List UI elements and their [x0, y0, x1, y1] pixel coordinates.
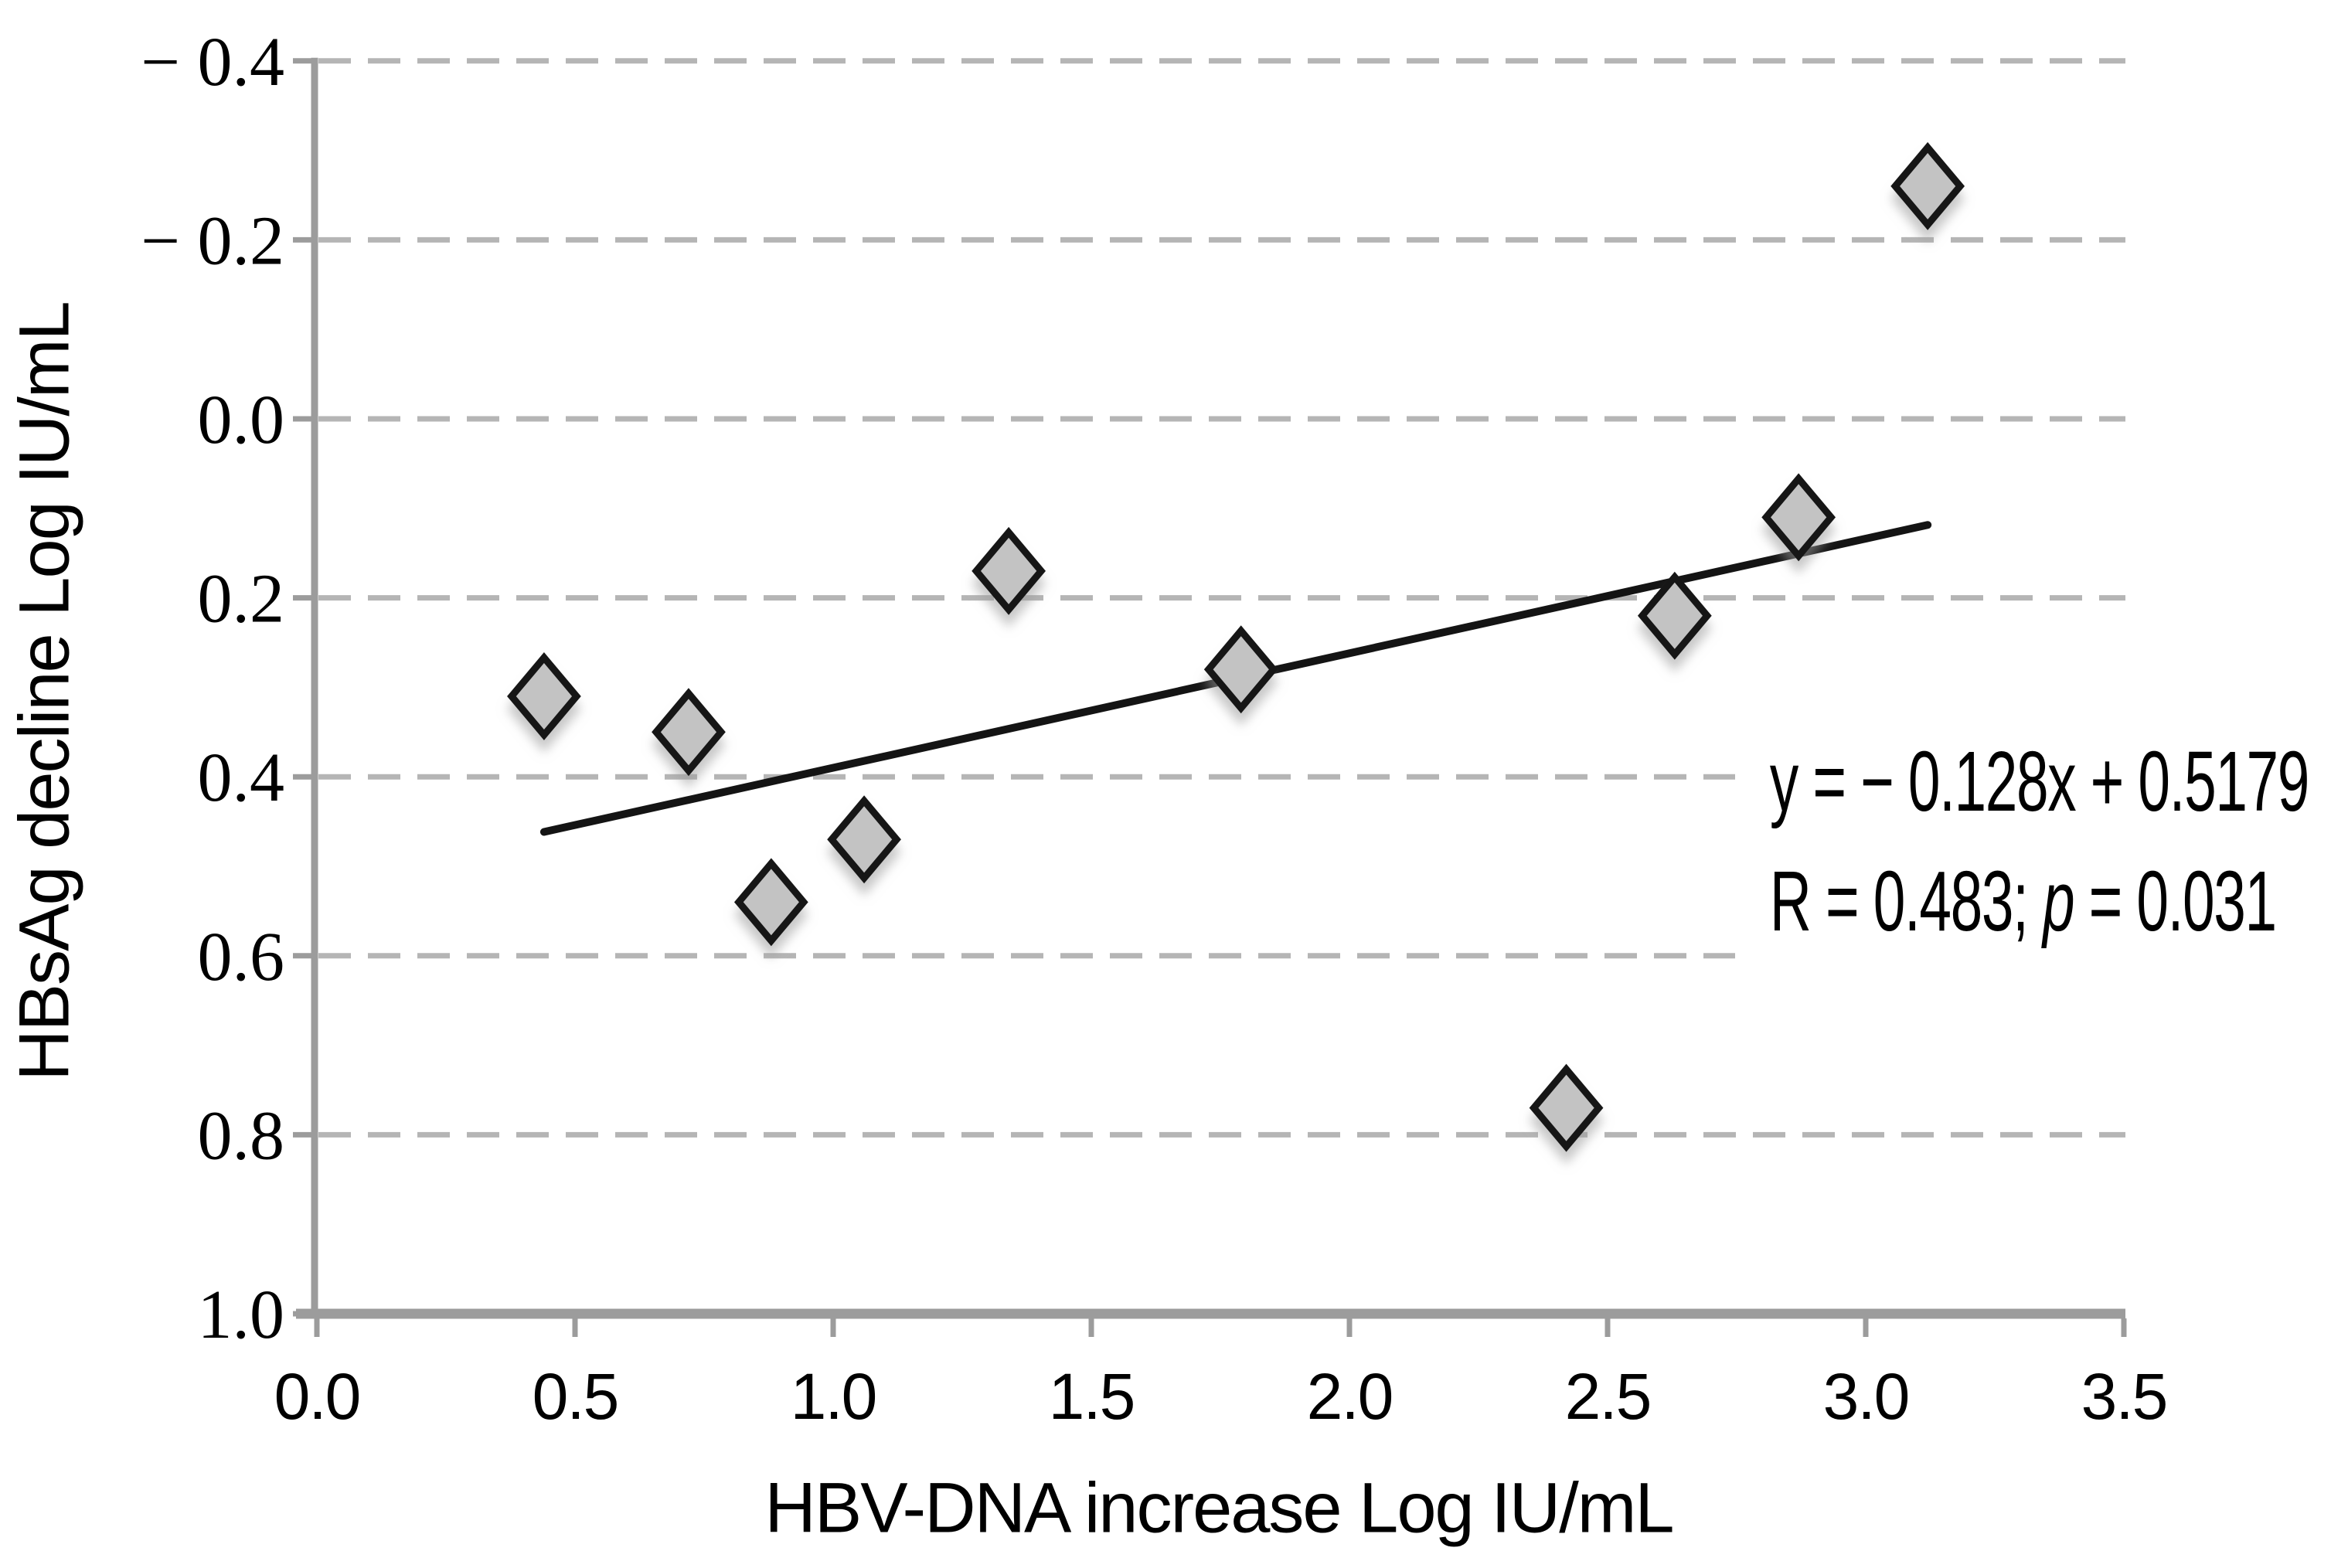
x-tick-label: 0.5 [533, 1360, 618, 1433]
x-axis-title: HBV-DNA increase Log IU/mL [764, 1468, 1674, 1548]
y-tick-label: − 0.4 [141, 24, 284, 100]
y-tick-label: − 0.2 [141, 202, 284, 279]
x-tick-label: 0.0 [274, 1360, 360, 1433]
data-point [733, 858, 808, 947]
y-tick-label: 0.2 [198, 561, 285, 638]
y-tick-label: 0.4 [198, 740, 285, 816]
y-tick-label: 0.8 [198, 1097, 285, 1174]
data-point [1637, 571, 1712, 660]
x-tick-label: 2.0 [1307, 1360, 1393, 1433]
x-tick-label: 3.0 [1823, 1360, 1909, 1433]
regression-equation: y = − 0.128x + 0.5179 [1769, 734, 2310, 829]
y-tick-label: 0.0 [198, 382, 285, 458]
data-point [1203, 625, 1278, 714]
data-point [652, 688, 726, 777]
data-point [1890, 141, 1965, 230]
regression-stats: R = 0.483; p = 0.031 [1769, 854, 2277, 949]
x-tick-label: 1.0 [791, 1360, 876, 1433]
p-value-symbol: p [2042, 854, 2075, 949]
data-point [827, 795, 901, 884]
data-point [1761, 473, 1836, 562]
y-tick-label: 1.0 [198, 1277, 285, 1353]
data-point [972, 526, 1046, 615]
x-tick-label: 1.5 [1049, 1360, 1135, 1433]
data-point [507, 651, 581, 740]
data-point [1529, 1063, 1604, 1152]
x-tick-label: 3.5 [2081, 1360, 2167, 1433]
x-tick-label: 2.5 [1565, 1360, 1651, 1433]
y-tick-label: 0.6 [198, 919, 285, 995]
regression-annotation: y = − 0.128x + 0.5179 R = 0.483; p = 0.0… [1735, 717, 2319, 969]
y-axis-title: HBsAg decline Log IU/mL [5, 302, 84, 1081]
